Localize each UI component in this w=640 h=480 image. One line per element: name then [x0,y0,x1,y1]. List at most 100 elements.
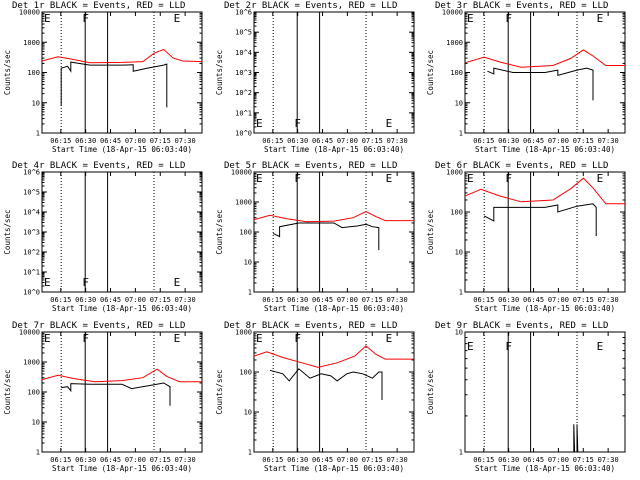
series-events [487,67,594,101]
panel-det-6: Det 6r BLACK = Events, RED = LLD 06:15 06:… [426,161,626,313]
y-tick-label: 1000 [23,39,40,47]
plot-frame [41,331,203,453]
x-axis-label: Start Time (18-Apr-15 06:03:40) [475,145,615,154]
time-marker-e: E [467,340,474,353]
y-tick-label: 10^4 [235,49,252,57]
x-tick-label: 06:15 [473,296,494,304]
x-tick-label: 07:15 [150,456,171,464]
time-marker-f: F [505,340,512,353]
time-marker-e: E [386,332,393,345]
time-marker-e: E [597,172,604,185]
series-lld [464,177,625,205]
y-tick-label: 1000 [23,359,40,367]
y-tick-label: 10 [455,329,463,337]
series-events [272,222,380,251]
x-tick-label: 06:45 [523,296,544,304]
y-axis-label: Counts/sec [3,369,12,414]
time-marker-e: E [256,117,263,130]
y-tick-label: 10^5 [23,189,40,197]
x-tick-label: 07:30 [175,296,196,304]
panel-title: Det 8r BLACK = Events, RED = LLD [224,321,397,331]
y-tick-label: 10^1 [235,109,252,117]
panel-det-5: Det 5r BLACK = Events, RED = LLD 06:15 06:… [215,161,415,313]
x-tick-label: 06:45 [100,137,121,145]
time-marker-e: E [174,12,181,25]
time-marker-f: F [294,332,301,345]
x-tick-label: 07:00 [548,456,569,464]
x-tick-label: 07:30 [598,137,619,145]
y-axis-label: Counts/sec [215,50,224,95]
plot-frame [464,331,626,453]
y-tick-label: 10000 [19,329,40,337]
y-tick-label: 1 [248,289,252,297]
y-axis-label: Counts/sec [3,209,12,254]
x-tick-label: 07:00 [125,456,146,464]
x-tick-label: 07:30 [387,137,408,145]
panel-det-8: Det 8r BLACK = Events, RED = LLD 06:15 06:… [215,321,415,473]
panel-title: Det 1r BLACK = Events, RED = LLD [12,1,185,11]
x-tick-label: 06:45 [100,296,121,304]
time-marker-e: E [386,117,393,130]
x-tick-label: 07:15 [362,137,383,145]
plot-frame [253,331,415,453]
y-tick-label: 1 [459,289,463,297]
time-marker-e: E [44,332,51,345]
y-axis-label: Counts/sec [426,209,435,254]
x-tick-label: 07:15 [362,456,383,464]
time-marker-f: F [82,332,89,345]
x-axis-label: Start Time (18-Apr-15 06:03:40) [52,304,192,313]
time-marker-e: E [597,340,604,353]
x-tick-label: 06:30 [498,137,519,145]
plot-frame [41,11,203,134]
x-axis-label: Start Time (18-Apr-15 06:03:40) [52,464,192,473]
y-tick-label: 100 [27,389,40,397]
x-tick-label: 06:15 [50,456,71,464]
y-tick-label: 10000 [442,9,463,17]
x-tick-label: 06:30 [287,456,308,464]
y-tick-label: 10 [32,419,40,427]
panel-title: Det 9r BLACK = Events, RED = LLD [435,321,608,331]
time-marker-e: E [256,332,263,345]
x-tick-label: 06:30 [287,296,308,304]
x-tick-label: 06:15 [473,456,494,464]
y-tick-label: 1 [459,449,463,457]
panel-det-7: Det 7r BLACK = Events, RED = LLD 06:15 06:… [3,321,203,473]
x-tick-label: 06:45 [523,137,544,145]
y-tick-label: 10^4 [23,209,40,217]
x-tick-label: 06:15 [50,137,71,145]
x-tick-label: 07:00 [337,137,358,145]
y-tick-label: 10 [32,99,40,107]
x-tick-label: 06:30 [498,296,519,304]
y-axis-label: Counts/sec [426,369,435,414]
y-tick-label: 10 [455,99,463,107]
y-tick-label: 10^3 [235,69,252,77]
x-tick-label: 07:00 [125,296,146,304]
x-tick-label: 06:45 [523,456,544,464]
panel-title: Det 5r BLACK = Events, RED = LLD [224,161,397,171]
x-tick-label: 07:30 [175,137,196,145]
x-tick-label: 07:30 [387,296,408,304]
x-tick-label: 07:30 [598,296,619,304]
series-events [269,368,383,400]
y-tick-label: 100 [27,69,40,77]
series-lld [41,48,203,64]
time-marker-f: F [294,172,301,185]
x-tick-label: 06:30 [287,137,308,145]
x-tick-label: 07:30 [175,456,196,464]
series-events [61,382,171,406]
x-tick-label: 07:30 [598,456,619,464]
y-tick-label: 10^0 [235,130,252,138]
x-tick-label: 06:30 [498,456,519,464]
y-tick-label: 10^6 [235,9,252,17]
time-marker-f: F [505,172,512,185]
panel-det-9: Det 9r BLACK = Events, RED = LLD 06:15 06:… [426,321,626,473]
series-events [483,203,597,237]
time-marker-e: E [386,172,393,185]
y-axis-label: Counts/sec [426,50,435,95]
y-tick-label: 10^0 [23,289,40,297]
x-tick-label: 06:15 [50,296,71,304]
x-axis-label: Start Time (18-Apr-15 06:03:40) [475,464,615,473]
y-tick-label: 10 [244,259,252,267]
x-tick-label: 06:15 [262,456,283,464]
x-tick-label: 06:15 [473,137,494,145]
